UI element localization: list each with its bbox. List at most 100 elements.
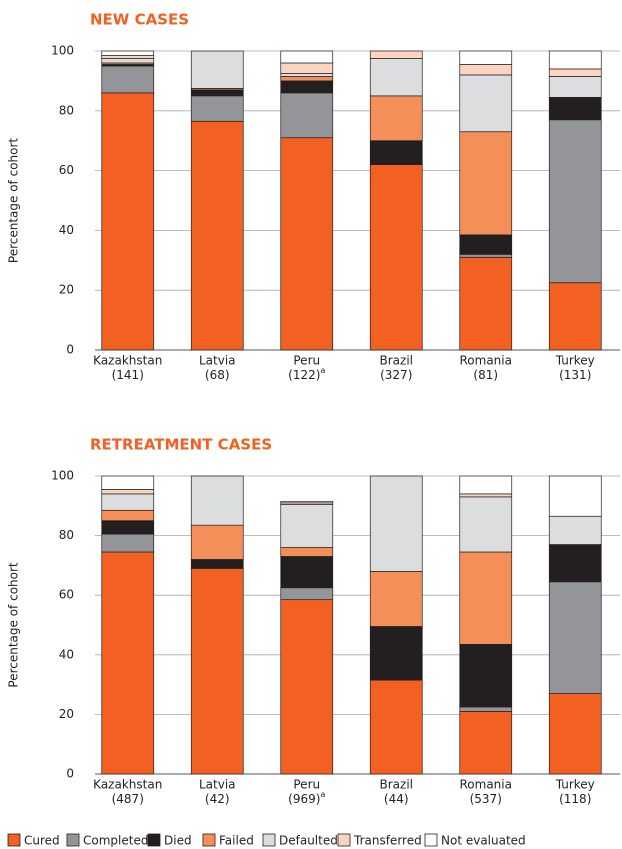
x-tick-label: Brazil — [380, 354, 414, 368]
bar-segment — [101, 55, 155, 59]
bar-segment — [459, 131, 513, 236]
bar-segment — [101, 520, 155, 535]
x-tick-label: Romania — [460, 778, 512, 792]
y-tick-label: 80 — [59, 103, 74, 117]
count: (969) — [288, 792, 320, 806]
x-tick-label: Kazakhstan — [93, 778, 162, 792]
bar-segment — [280, 76, 334, 82]
bar-segment — [369, 95, 423, 142]
bar-segment — [459, 475, 513, 495]
bar-segment — [190, 120, 244, 351]
x-tick-label: Peru — [293, 778, 320, 792]
bar-segment — [459, 256, 513, 351]
count: (42) — [205, 792, 230, 806]
x-tick-count: (131) — [559, 368, 591, 382]
bar-segment — [369, 571, 423, 627]
x-tick-label: Romania — [460, 354, 512, 368]
count: (118) — [559, 792, 591, 806]
count: (537) — [470, 792, 502, 806]
bar-segment — [459, 234, 513, 255]
legend-swatch — [147, 833, 161, 847]
y-tick-label: 0 — [66, 767, 74, 781]
legend-label: Cured — [24, 834, 60, 848]
bar-segment — [190, 524, 244, 560]
legend-swatch — [424, 833, 438, 847]
bar-segment — [459, 253, 513, 258]
y-tick-label: 0 — [66, 343, 74, 357]
legend-swatch — [262, 833, 276, 847]
bar-segment — [101, 58, 155, 64]
bar-segment — [369, 626, 423, 681]
chart-title: RETREATMENT CASES — [90, 436, 272, 454]
x-tick-label: Latvia — [199, 354, 236, 368]
bar-segment — [369, 50, 423, 59]
bar-segment — [101, 533, 155, 553]
bar-segment — [548, 50, 602, 70]
legend-swatch — [66, 833, 80, 847]
y-tick-label: 100 — [51, 469, 74, 483]
legend-swatch — [202, 833, 216, 847]
x-tick-count: (68) — [205, 368, 230, 382]
x-tick-count: (118) — [559, 792, 591, 806]
bar-segment — [101, 489, 155, 495]
y-tick-label: 20 — [59, 707, 74, 721]
x-tick-count: (42) — [205, 792, 230, 806]
y-axis-label: Percentage of cohort — [7, 562, 21, 688]
bar-segment — [280, 599, 334, 775]
y-tick-label: 40 — [59, 223, 74, 237]
x-tick-count: (81) — [473, 368, 498, 382]
bar-segment — [280, 92, 334, 139]
bar-segment — [280, 556, 334, 589]
footnote-mark: a — [320, 790, 325, 799]
chart-title: NEW CASES — [90, 11, 189, 29]
bar-segment — [459, 64, 513, 76]
bar-segment — [101, 509, 155, 522]
bar-segment — [369, 140, 423, 165]
bar-segment — [459, 706, 513, 712]
bar-segment — [548, 119, 602, 284]
x-tick-label: Peru — [293, 354, 320, 368]
y-tick-label: 20 — [59, 283, 74, 297]
legend-swatch — [337, 833, 351, 847]
y-tick-label: 40 — [59, 647, 74, 661]
count: (44) — [384, 792, 409, 806]
bar-segment — [101, 475, 155, 490]
x-tick-count: (141) — [112, 368, 144, 382]
x-tick-label: Brazil — [380, 778, 414, 792]
bar-segment — [459, 644, 513, 708]
bar-segment — [369, 679, 423, 775]
bar-segment — [459, 493, 513, 498]
bar-segment — [280, 587, 334, 601]
bar-segment — [548, 96, 602, 121]
bar-segment — [280, 547, 334, 557]
bar-segment — [101, 551, 155, 775]
bar-segment — [459, 711, 513, 775]
x-tick-label: Latvia — [199, 778, 236, 792]
x-tick-label: Kazakhstan — [93, 354, 162, 368]
count: (68) — [205, 368, 230, 382]
y-tick-label: 80 — [59, 528, 74, 542]
bar-segment — [280, 73, 334, 77]
x-tick-label: Turkey — [555, 778, 595, 792]
y-tick-label: 100 — [51, 44, 74, 58]
bar-segment — [280, 503, 334, 548]
bar-segment — [280, 62, 334, 74]
bar-segment — [548, 282, 602, 351]
bar-segment — [459, 74, 513, 133]
bar-segment — [280, 50, 334, 64]
bar-segment — [548, 693, 602, 775]
bar-segment — [190, 95, 244, 122]
bar-segment — [280, 80, 334, 94]
legend-label: Died — [164, 834, 192, 848]
bar-segment — [369, 475, 423, 572]
bar-segment — [190, 475, 244, 526]
bar-segment — [101, 92, 155, 351]
y-tick-label: 60 — [59, 163, 74, 177]
y-tick-label: 60 — [59, 588, 74, 602]
bar-segment — [369, 164, 423, 351]
x-tick-count: (44) — [384, 792, 409, 806]
bar-segment — [280, 500, 334, 504]
count: (131) — [559, 368, 591, 382]
x-tick-count: (122)a — [288, 366, 325, 382]
